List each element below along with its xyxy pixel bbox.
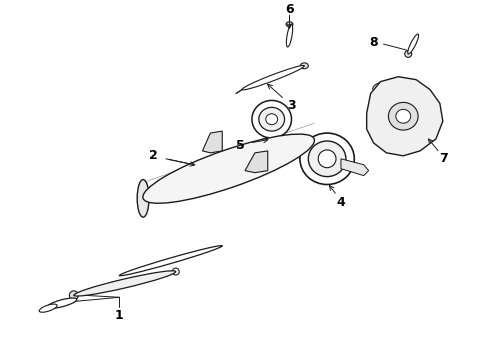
Polygon shape [202, 131, 222, 153]
Polygon shape [367, 77, 443, 156]
Ellipse shape [300, 63, 308, 69]
Polygon shape [245, 151, 268, 173]
Ellipse shape [242, 66, 304, 90]
Text: 1: 1 [115, 309, 124, 321]
Ellipse shape [408, 34, 418, 54]
Ellipse shape [252, 100, 292, 138]
Ellipse shape [286, 24, 293, 47]
Ellipse shape [396, 109, 411, 123]
Polygon shape [341, 159, 368, 176]
Ellipse shape [137, 180, 149, 217]
Ellipse shape [300, 133, 354, 185]
Ellipse shape [172, 268, 179, 275]
Ellipse shape [266, 114, 278, 125]
Ellipse shape [47, 298, 77, 309]
Text: 4: 4 [337, 196, 345, 209]
Text: 3: 3 [287, 99, 296, 112]
Ellipse shape [120, 246, 222, 276]
Text: 2: 2 [148, 149, 157, 162]
Text: 7: 7 [440, 152, 448, 165]
Ellipse shape [259, 107, 285, 131]
Ellipse shape [405, 50, 412, 57]
Ellipse shape [74, 271, 176, 296]
Ellipse shape [286, 22, 293, 27]
Ellipse shape [39, 304, 57, 312]
Ellipse shape [318, 150, 336, 168]
Text: 6: 6 [285, 3, 294, 16]
Text: 5: 5 [236, 139, 245, 152]
Text: 8: 8 [369, 36, 378, 49]
Ellipse shape [389, 102, 418, 130]
Ellipse shape [70, 291, 78, 300]
Ellipse shape [308, 141, 346, 177]
Ellipse shape [143, 134, 315, 203]
